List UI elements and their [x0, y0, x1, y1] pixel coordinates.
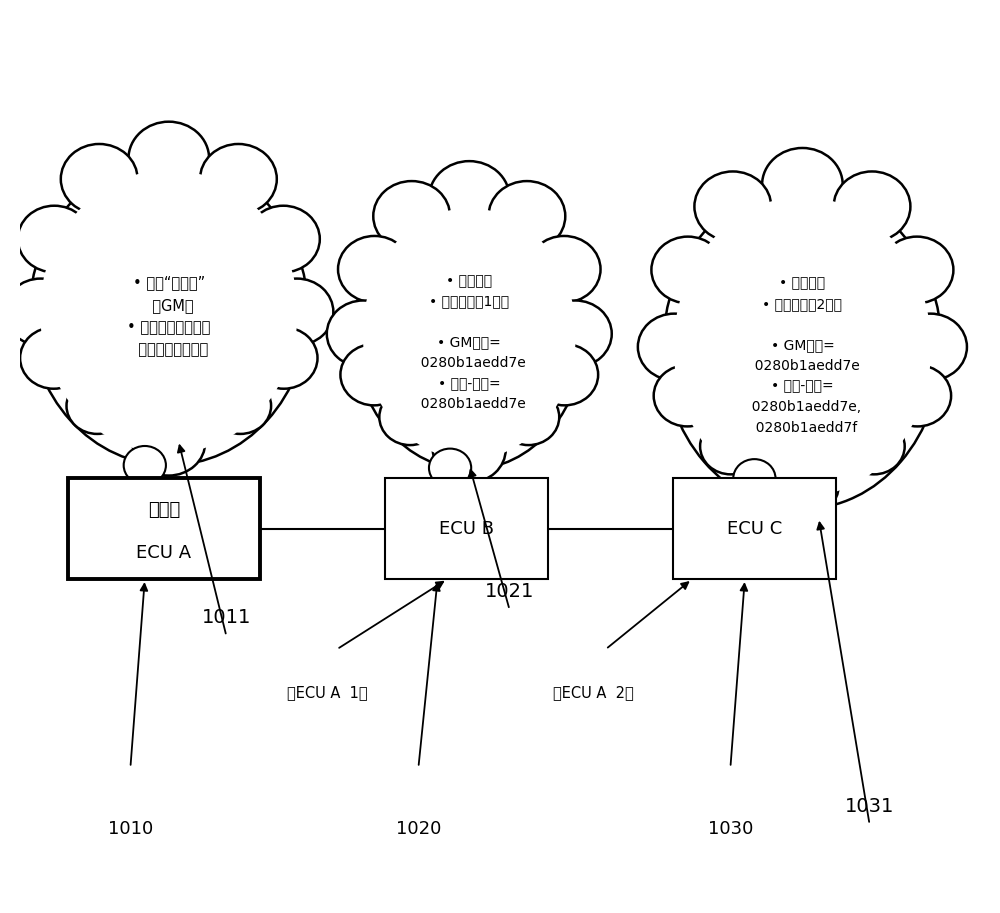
Circle shape: [260, 278, 333, 345]
Circle shape: [539, 300, 612, 367]
Ellipse shape: [363, 208, 576, 459]
Circle shape: [894, 314, 967, 380]
Text: 1030: 1030: [708, 820, 753, 838]
Circle shape: [132, 409, 205, 476]
Circle shape: [654, 365, 721, 426]
Text: • 我是“主控器”
  （GM）
• 我知道（在此刻）
  不存在更好的时钟: • 我是“主控器” （GM） • 我知道（在此刻） 不存在更好的时钟: [127, 276, 210, 357]
Circle shape: [638, 314, 711, 380]
Text: 1031: 1031: [845, 797, 894, 816]
Ellipse shape: [354, 198, 584, 469]
Circle shape: [149, 506, 166, 521]
Circle shape: [18, 205, 91, 272]
Circle shape: [745, 493, 774, 519]
Circle shape: [250, 328, 318, 389]
Ellipse shape: [40, 170, 298, 454]
Text: 1010: 1010: [108, 820, 153, 838]
Circle shape: [528, 236, 601, 302]
Circle shape: [488, 181, 565, 251]
Circle shape: [762, 148, 843, 222]
Ellipse shape: [30, 159, 308, 466]
FancyBboxPatch shape: [673, 478, 836, 579]
Circle shape: [884, 365, 951, 426]
Text: 主控器: 主控器: [148, 500, 180, 519]
Ellipse shape: [674, 197, 931, 497]
Circle shape: [433, 416, 506, 483]
Circle shape: [429, 448, 471, 488]
Text: 1021: 1021: [485, 582, 534, 601]
Circle shape: [338, 236, 411, 302]
Circle shape: [843, 418, 905, 475]
Circle shape: [753, 518, 771, 533]
Circle shape: [61, 144, 138, 215]
Circle shape: [4, 278, 77, 345]
Circle shape: [453, 508, 470, 523]
Text: 到ECU A  2跳: 到ECU A 2跳: [553, 686, 634, 700]
Circle shape: [20, 328, 87, 389]
Circle shape: [531, 344, 598, 405]
Text: ECU C: ECU C: [727, 519, 782, 538]
Circle shape: [733, 459, 776, 498]
Circle shape: [442, 483, 471, 509]
Circle shape: [429, 161, 510, 235]
Ellipse shape: [663, 184, 942, 509]
FancyBboxPatch shape: [385, 478, 548, 579]
Circle shape: [379, 389, 441, 446]
Circle shape: [694, 172, 771, 242]
Circle shape: [210, 378, 271, 434]
Text: 1011: 1011: [202, 608, 251, 627]
Circle shape: [66, 378, 128, 434]
Circle shape: [247, 205, 320, 272]
Text: 1020: 1020: [396, 820, 441, 838]
Circle shape: [340, 344, 408, 405]
Circle shape: [880, 236, 953, 303]
Circle shape: [128, 121, 209, 195]
Circle shape: [834, 172, 910, 242]
Circle shape: [124, 446, 166, 485]
Circle shape: [700, 418, 762, 475]
FancyBboxPatch shape: [68, 478, 260, 579]
Text: • 我是从属
• 我离主控器2步远

• GM名称=
  0280b1aedd7e
• 路径-迹迹=
  0280b1aedd7e,
  0280b1aedd7: • 我是从属 • 我离主控器2步远 • GM名称= 0280b1aedd7e •…: [743, 277, 861, 435]
Circle shape: [498, 389, 559, 446]
Text: ECU A: ECU A: [136, 544, 192, 562]
Text: 到ECU A  1跳: 到ECU A 1跳: [287, 686, 368, 700]
Text: ECU B: ECU B: [439, 519, 494, 538]
Circle shape: [138, 481, 167, 508]
Circle shape: [766, 451, 839, 518]
Circle shape: [327, 300, 400, 367]
Circle shape: [373, 181, 450, 251]
Circle shape: [651, 236, 724, 303]
Text: • 我是从属
• 我离主控器1步远

• GM名称=
  0280b1aedd7e
• 路径-迹迹=
  0280b1aedd7e: • 我是从属 • 我离主控器1步远 • GM名称= 0280b1aedd7e •…: [412, 274, 526, 412]
Circle shape: [200, 144, 277, 215]
